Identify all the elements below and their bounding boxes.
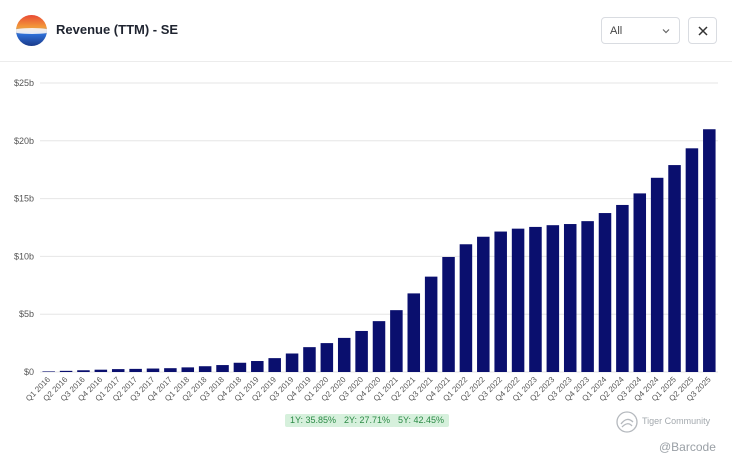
revenue-bar[interactable]	[633, 193, 647, 372]
y-tick-label: $20b	[14, 136, 34, 146]
y-tick-label: $0	[24, 367, 34, 377]
revenue-bar[interactable]	[459, 244, 473, 372]
revenue-bar[interactable]	[198, 366, 212, 372]
revenue-bar[interactable]	[216, 365, 229, 372]
close-icon	[698, 26, 708, 36]
revenue-bar[interactable]	[598, 213, 612, 372]
range-select-value: All	[610, 25, 623, 37]
revenue-bar[interactable]	[146, 368, 160, 372]
tiger-logo-icon	[616, 411, 638, 433]
watermark-user: @Barcode	[659, 440, 716, 454]
revenue-bar[interactable]	[320, 343, 334, 372]
revenue-bar[interactable]	[494, 231, 507, 372]
revenue-bar[interactable]	[546, 225, 560, 372]
revenue-bar[interactable]	[111, 369, 125, 372]
revenue-bar[interactable]	[685, 148, 699, 372]
revenue-bar[interactable]	[372, 321, 386, 372]
y-tick-label: $25b	[14, 78, 34, 88]
chart-title: Revenue (TTM) - SE	[56, 22, 179, 37]
revenue-bar[interactable]	[233, 362, 247, 372]
range-select[interactable]: All	[601, 17, 680, 44]
revenue-bar[interactable]	[650, 177, 664, 372]
revenue-bar[interactable]	[59, 370, 73, 372]
revenue-bar[interactable]	[285, 353, 299, 372]
y-tick-label: $15b	[14, 194, 34, 204]
revenue-bar[interactable]	[563, 224, 577, 372]
revenue-bar[interactable]	[511, 228, 525, 372]
growth-badges: 1Y: 35.85% 2Y: 27.71% 5Y: 42.45%	[0, 414, 732, 430]
revenue-bar[interactable]	[77, 370, 90, 372]
growth-badge-1y: 1Y: 35.85%	[285, 414, 342, 427]
revenue-bar[interactable]	[529, 226, 542, 372]
revenue-bar[interactable]	[42, 371, 55, 372]
revenue-bar[interactable]	[581, 221, 594, 372]
revenue-bar[interactable]	[337, 337, 351, 372]
revenue-bar[interactable]	[390, 310, 403, 372]
revenue-bar[interactable]	[477, 236, 490, 372]
revenue-bar[interactable]	[355, 330, 368, 372]
revenue-bar[interactable]	[251, 361, 264, 372]
revenue-bar[interactable]	[616, 204, 629, 372]
revenue-bar[interactable]	[703, 129, 716, 372]
revenue-bar[interactable]	[407, 293, 421, 372]
watermark-brand: Tiger Community	[642, 416, 711, 426]
revenue-bar[interactable]	[303, 347, 316, 372]
revenue-bar[interactable]	[94, 369, 108, 372]
revenue-bar[interactable]	[442, 256, 455, 372]
revenue-bar[interactable]	[129, 368, 142, 372]
y-tick-label: $5b	[19, 309, 34, 319]
chevron-down-icon	[662, 29, 670, 34]
revenue-bar[interactable]	[424, 276, 438, 372]
revenue-bar[interactable]	[668, 165, 681, 372]
modal-header: Revenue (TTM) - SE All	[0, 0, 732, 62]
growth-badge-5y: 5Y: 42.45%	[393, 414, 450, 427]
growth-badge-2y: 2Y: 27.71%	[339, 414, 396, 427]
revenue-bar[interactable]	[181, 367, 195, 372]
company-logo	[16, 15, 47, 46]
revenue-bar[interactable]	[268, 358, 281, 372]
revenue-bar[interactable]	[164, 368, 177, 372]
y-tick-label: $10b	[14, 251, 34, 261]
close-button[interactable]	[688, 17, 717, 44]
